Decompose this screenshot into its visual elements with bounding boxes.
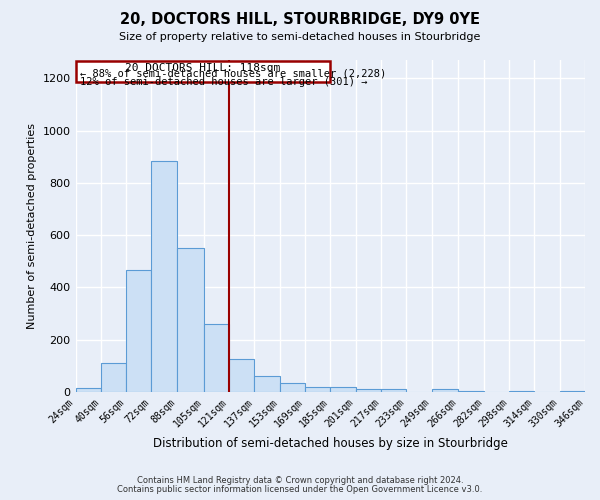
Bar <box>356 389 381 392</box>
FancyBboxPatch shape <box>76 62 330 82</box>
Bar <box>330 386 356 392</box>
Bar <box>177 248 203 392</box>
Text: 20 DOCTORS HILL: 118sqm: 20 DOCTORS HILL: 118sqm <box>125 62 281 72</box>
Text: Size of property relative to semi-detached houses in Stourbridge: Size of property relative to semi-detach… <box>119 32 481 42</box>
Bar <box>381 389 406 392</box>
Bar <box>76 388 101 392</box>
Bar <box>101 363 126 392</box>
Bar <box>280 382 305 392</box>
Bar <box>151 160 177 392</box>
Text: 12% of semi-detached houses are larger (301) →: 12% of semi-detached houses are larger (… <box>80 77 368 87</box>
Text: Contains HM Land Registry data © Crown copyright and database right 2024.: Contains HM Land Registry data © Crown c… <box>137 476 463 485</box>
Y-axis label: Number of semi-detached properties: Number of semi-detached properties <box>27 123 37 329</box>
Text: Contains public sector information licensed under the Open Government Licence v3: Contains public sector information licen… <box>118 485 482 494</box>
Bar <box>305 386 330 392</box>
Text: ← 88% of semi-detached houses are smaller (2,228): ← 88% of semi-detached houses are smalle… <box>80 68 386 78</box>
X-axis label: Distribution of semi-detached houses by size in Stourbridge: Distribution of semi-detached houses by … <box>153 437 508 450</box>
Bar <box>431 389 458 392</box>
Bar <box>203 324 229 392</box>
Text: 20, DOCTORS HILL, STOURBRIDGE, DY9 0YE: 20, DOCTORS HILL, STOURBRIDGE, DY9 0YE <box>120 12 480 28</box>
Bar <box>254 376 280 392</box>
Bar <box>560 390 585 392</box>
Bar <box>126 270 151 392</box>
Bar <box>229 359 254 392</box>
Bar <box>458 390 484 392</box>
Bar <box>509 390 535 392</box>
